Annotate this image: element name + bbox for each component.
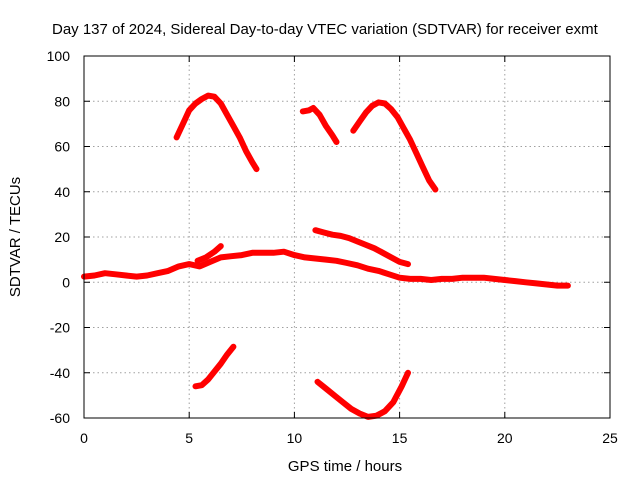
y-tick-label: -60	[50, 410, 70, 426]
x-tick-label: 20	[497, 430, 513, 446]
x-tick-label: 0	[80, 430, 88, 446]
series-layer	[81, 92, 571, 420]
x-tick-label: 10	[287, 430, 303, 446]
x-tick-label: 5	[185, 430, 193, 446]
y-tick-labels: -60 -40 -20 0 20 40 60 80 100	[47, 48, 71, 426]
x-axis-title: GPS time / hours	[288, 458, 402, 475]
y-tick-label: 80	[54, 93, 70, 109]
series-line-baseline	[81, 248, 571, 289]
series-line-arc-6	[192, 343, 237, 390]
series-line-arc-7	[314, 369, 411, 420]
grid	[84, 56, 610, 418]
y-axis-title: SDTVAR / TECUs	[7, 177, 24, 297]
y-tick-label: 60	[54, 139, 70, 155]
series-line-arc-2	[299, 105, 340, 145]
x-tick-labels: 0 5 10 15 20 25	[80, 430, 618, 446]
chart-title: Day 137 of 2024, Sidereal Day-to-day VTE…	[52, 21, 599, 38]
y-tick-label: 20	[54, 229, 70, 245]
x-tick-label: 15	[392, 430, 408, 446]
series-line-arc-3	[350, 99, 439, 193]
x-tick-label: 25	[602, 430, 618, 446]
y-tick-label: 100	[47, 48, 71, 64]
y-tick-label: 0	[62, 274, 70, 290]
series-line-arc-1	[173, 92, 260, 173]
y-tick-label: -40	[50, 365, 70, 381]
series-line-arc-4	[312, 227, 411, 268]
axis-ticks	[83, 55, 611, 419]
series-line-arc-5	[194, 243, 224, 264]
y-tick-label: 40	[54, 184, 70, 200]
y-tick-label: -20	[50, 320, 70, 336]
